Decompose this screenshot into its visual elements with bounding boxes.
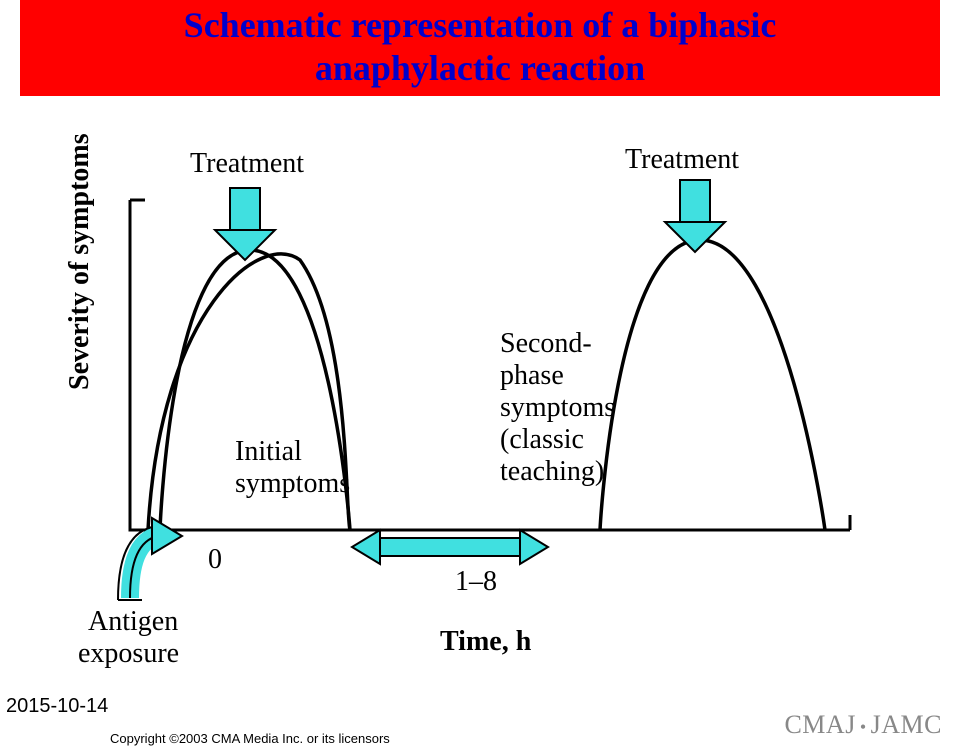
logo-jamc: JAMC bbox=[871, 710, 942, 739]
second-l4: (classic bbox=[500, 424, 584, 455]
logo-dot: • bbox=[856, 717, 871, 737]
y-axis-label: Severity of symptoms bbox=[64, 133, 95, 390]
peak2 bbox=[600, 240, 825, 530]
second-l2: phase bbox=[500, 360, 564, 391]
xtick-1-8: 1–8 bbox=[455, 566, 497, 597]
xtick-0: 0 bbox=[208, 544, 222, 575]
second-l5: teaching) bbox=[500, 456, 604, 487]
second-l1: Second- bbox=[500, 328, 592, 359]
treatment-label-1: Treatment bbox=[190, 148, 304, 179]
title-line1: Schematic representation of a biphasic bbox=[20, 4, 940, 47]
second-l3: symptoms bbox=[500, 392, 615, 423]
initial-symptoms-l2: symptoms bbox=[235, 468, 350, 499]
logo-cmaj: CMAJ bbox=[784, 710, 855, 739]
journal-logo: CMAJ•JAMC bbox=[784, 710, 942, 740]
treatment-arrow-2 bbox=[665, 180, 725, 252]
biphasic-chart: Severity of symptoms Treatment Treatment… bbox=[60, 130, 900, 670]
x-axis-label: Time, h bbox=[440, 626, 532, 657]
title-banner: Schematic representation of a biphasic a… bbox=[20, 0, 940, 96]
treatment-arrow-1 bbox=[215, 188, 275, 260]
antigen-arrow bbox=[118, 518, 182, 600]
time-range-arrow bbox=[352, 530, 548, 564]
antigen-l2: exposure bbox=[78, 638, 179, 669]
antigen-l1: Antigen bbox=[88, 606, 178, 637]
footer-date: 2015-10-14 bbox=[6, 695, 108, 718]
footer-copyright: Copyright ©2003 CMA Media Inc. or its li… bbox=[110, 731, 390, 746]
treatment-label-2: Treatment bbox=[625, 144, 739, 175]
title-line2: anaphylactic reaction bbox=[20, 47, 940, 90]
initial-symptoms-l1: Initial bbox=[235, 436, 302, 467]
